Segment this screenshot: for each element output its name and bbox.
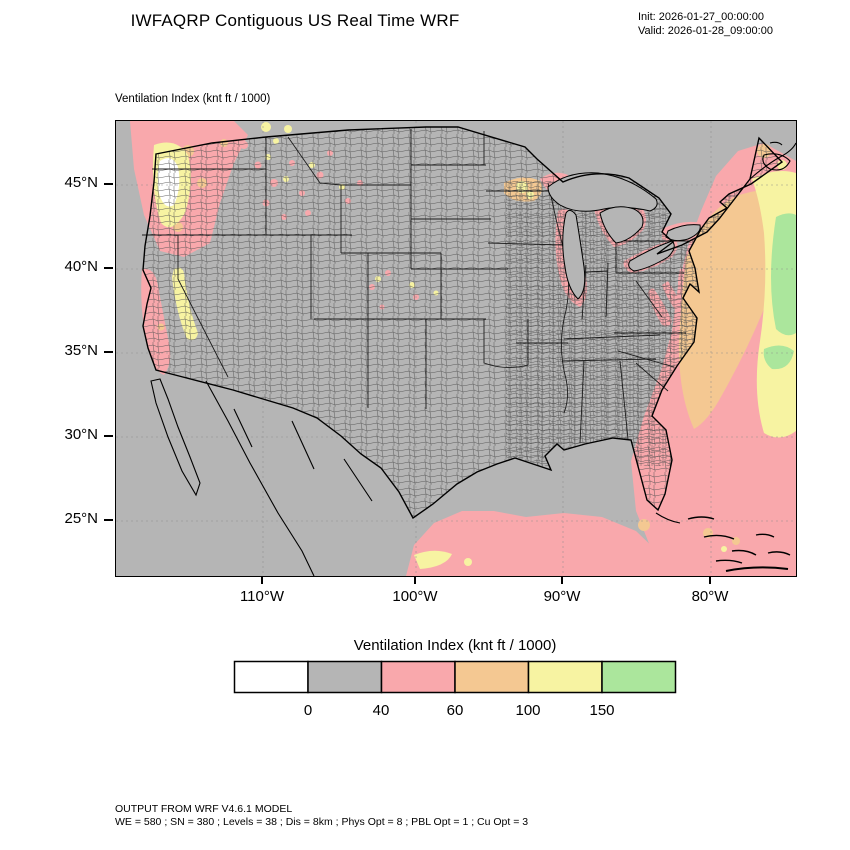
legend-break-label: 100 xyxy=(515,702,541,719)
green-regions xyxy=(763,213,796,370)
legend-break-label: 60 xyxy=(446,702,464,719)
field-label: Ventilation Index (knt ft / 1000) xyxy=(115,93,271,105)
lat-tick-label: 35°N xyxy=(64,342,98,359)
init-time-label: Init: 2026-01-27_00:00:00 xyxy=(638,11,764,23)
lon-tick-mark xyxy=(261,576,263,584)
legend-title: Ventilation Index (knt ft / 1000) xyxy=(353,637,557,654)
legend-colorbar xyxy=(233,660,677,699)
lon-tick-label: 90°W xyxy=(543,588,581,605)
island-outlines xyxy=(687,516,791,572)
lat-tick-mark xyxy=(104,267,113,269)
footer-config-line: WE = 580 ; SN = 380 ; Levels = 38 ; Dis … xyxy=(115,816,529,828)
legend-swatch xyxy=(233,660,309,694)
map-frame xyxy=(115,120,797,577)
page-title: IWFAQRP Contiguous US Real Time WRF xyxy=(130,11,460,30)
us-map-canvas xyxy=(116,121,797,577)
legend-break-label: 40 xyxy=(372,702,390,719)
lon-tick-mark xyxy=(709,576,711,584)
lat-tick-mark xyxy=(104,519,113,521)
lat-tick-mark xyxy=(104,435,113,437)
lon-tick-mark xyxy=(561,576,563,584)
legend-break-label: 150 xyxy=(589,702,615,719)
legend-swatch xyxy=(601,660,677,694)
footer-model-line: OUTPUT FROM WRF V4.6.1 MODEL xyxy=(115,803,293,815)
great-lakes xyxy=(547,172,701,300)
lat-tick-label: 25°N xyxy=(64,510,98,527)
lat-tick-label: 40°N xyxy=(64,258,98,275)
footer: OUTPUT FROM WRF V4.6.1 MODEL WE = 580 ; … xyxy=(115,803,528,829)
lat-tick-label: 45°N xyxy=(64,174,98,191)
lat-tick-mark xyxy=(104,183,113,185)
lon-tick-label: 80°W xyxy=(691,588,729,605)
valid-time-label: Valid: 2026-01-28_09:00:00 xyxy=(638,24,773,37)
lon-tick-label: 100°W xyxy=(392,588,438,605)
legend-swatch xyxy=(454,660,530,694)
legend-swatch xyxy=(380,660,456,694)
lon-tick-label: 110°W xyxy=(239,588,285,605)
legend-swatch xyxy=(527,660,603,694)
legend-colorbar-svg xyxy=(233,660,677,694)
mexico-canada-lines xyxy=(150,141,797,577)
legend-swatch xyxy=(307,660,383,694)
lon-tick-mark xyxy=(414,576,416,584)
lat-tick-mark xyxy=(104,351,113,353)
state-boundaries xyxy=(142,129,690,444)
run-info: Init: 2026-01-27_00:00:00 Valid: 2026-01… xyxy=(638,11,838,38)
legend-break-label: 0 xyxy=(303,702,313,719)
lat-tick-label: 30°N xyxy=(64,426,98,443)
